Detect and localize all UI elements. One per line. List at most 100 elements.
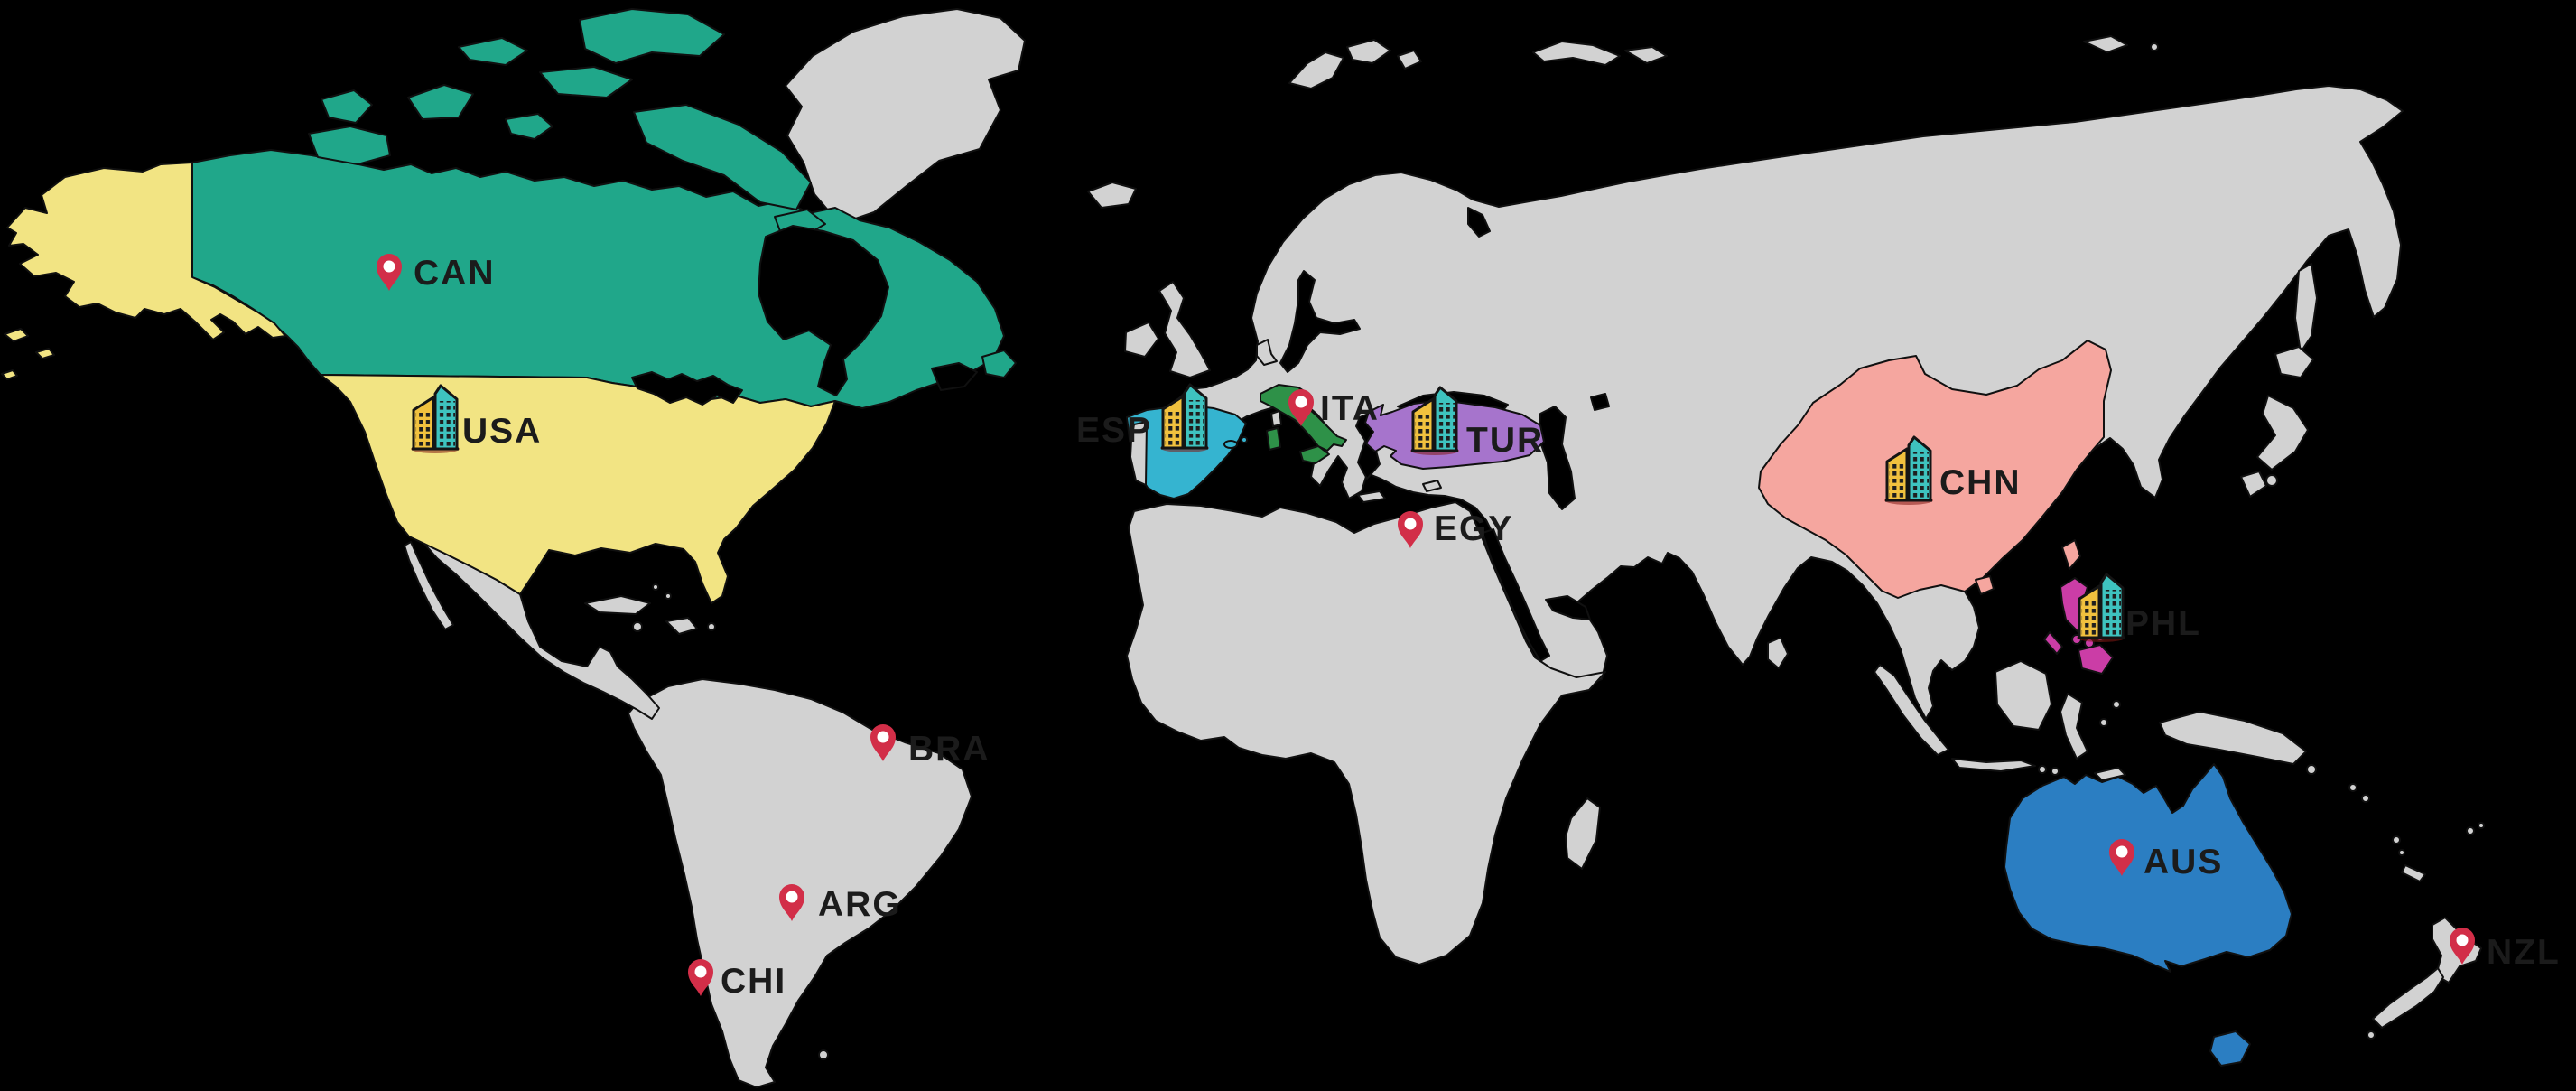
country-code-label: ITA — [1320, 389, 1380, 428]
island-new-zealand-south — [2372, 967, 2444, 1029]
island-crete — [1357, 490, 1386, 503]
island-novaya-zemlya — [1624, 46, 1668, 64]
island-borneo — [1995, 660, 2052, 731]
island-corsica — [1270, 410, 1282, 427]
island-solomons — [2348, 783, 2357, 792]
island-java — [1951, 758, 2036, 772]
persian-gulf — [1545, 595, 1591, 620]
landmasses-gray — [404, 8, 2485, 1088]
island-balearic[interactable] — [1223, 440, 1238, 449]
island-svalbard — [1346, 39, 1391, 64]
marker-esp[interactable]: ESP — [1076, 383, 1211, 454]
country-china[interactable] — [1758, 340, 2112, 599]
island-great-britain — [1158, 281, 1211, 378]
marker-ita[interactable]: ITA — [1288, 389, 1380, 428]
country-code-label: CHI — [721, 962, 786, 1001]
island-sumatra — [1874, 664, 1949, 756]
island-fiji — [2466, 826, 2475, 835]
island-moluccas — [2112, 700, 2121, 709]
island-sri-lanka — [1767, 637, 1789, 669]
island-bali — [2038, 765, 2047, 774]
island-shikoku — [2265, 474, 2278, 487]
island-sicily[interactable] — [1299, 445, 1330, 464]
country-australia[interactable] — [2004, 763, 2292, 973]
water-bodies — [631, 207, 1610, 662]
island-new-caledonia — [2401, 864, 2426, 882]
island-vanuatu — [2392, 835, 2401, 844]
marker-aus[interactable]: AUS — [2109, 839, 2223, 881]
island-taiwan[interactable] — [2061, 539, 2081, 570]
marker-egy[interactable]: EGY — [1398, 509, 1513, 548]
landmass-baja-california — [404, 541, 454, 630]
country-code-label: EGY — [1434, 509, 1513, 548]
country-code-label: TUR — [1466, 421, 1544, 460]
marker-can[interactable]: CAN — [377, 254, 496, 293]
landmass-africa — [1126, 501, 1606, 965]
island-timor — [2094, 767, 2126, 781]
island-bahamas — [665, 592, 672, 600]
island-sardinia[interactable] — [1266, 427, 1281, 451]
island-vanuatu — [2398, 849, 2405, 856]
island-bahamas — [652, 583, 659, 591]
caspian-sea — [1538, 406, 1576, 510]
marker-chn[interactable]: CHN — [1883, 435, 2022, 507]
country-canada-victoria-island[interactable] — [308, 126, 391, 165]
landmass-south-america — [628, 678, 972, 1088]
marker-arg[interactable]: ARG — [779, 884, 902, 924]
island-cyprus — [1422, 480, 1442, 492]
marker-tur[interactable]: TUR — [1409, 386, 1544, 460]
island-balearic[interactable] — [1241, 436, 1248, 443]
country-philippines-mindanao[interactable] — [2078, 644, 2114, 675]
marker-chi[interactable]: CHI — [688, 959, 786, 1001]
marker-nzl[interactable]: NZL — [2450, 928, 2561, 972]
island-puerto-rico — [707, 622, 716, 631]
country-canada-newfoundland[interactable] — [981, 350, 1017, 378]
country-canada-arctic-island[interactable] — [458, 37, 528, 66]
marker-usa[interactable]: USA — [409, 384, 542, 455]
gulf-of-st-lawrence — [931, 362, 978, 391]
markers-layer: CAN USA ESP ITA TUR EGY CHN PHL BRA ARG CHI AUS NZL — [377, 254, 2561, 1001]
island-novaya-zemlya — [1532, 41, 1621, 66]
country-usa-alaska[interactable] — [6, 162, 286, 340]
red-sea — [1482, 528, 1550, 662]
marker-bra[interactable]: BRA — [870, 724, 990, 769]
island-fiji — [2478, 822, 2485, 829]
island-honshu — [2256, 395, 2309, 471]
island-svalbard — [1288, 51, 1344, 89]
island-moluccas — [2099, 718, 2108, 727]
country-canada-arctic-island[interactable] — [505, 113, 553, 140]
country-canada-devon-island[interactable] — [539, 66, 633, 98]
country-usa-aleutians[interactable] — [35, 348, 55, 359]
hudson-bay — [758, 225, 889, 396]
island-iceland — [1087, 182, 1137, 209]
island-tasmania[interactable] — [2209, 1030, 2251, 1067]
country-canada-banks-island[interactable] — [321, 89, 373, 124]
marker-phl[interactable]: PHL — [2075, 573, 2201, 644]
island-falkland — [818, 1049, 829, 1060]
island-solomons — [2361, 794, 2370, 803]
island-hispaniola — [665, 617, 698, 635]
landmass-mexico-central-america — [423, 543, 660, 720]
country-code-label: ARG — [818, 885, 902, 924]
country-code-label: CHN — [1939, 463, 2022, 502]
country-canada-ellesmere-island[interactable] — [579, 8, 725, 64]
island-madagascar — [1565, 797, 1601, 870]
island-svalbard — [1397, 50, 1422, 70]
baltic-sea — [1279, 270, 1361, 373]
country-canada-arctic-island[interactable] — [407, 84, 474, 120]
country-usa-aleutians[interactable] — [4, 328, 29, 342]
island-new-guinea — [2159, 711, 2307, 765]
country-code-label: PHL — [2125, 604, 2201, 643]
island-stewart — [2367, 1030, 2376, 1040]
island-hainan[interactable] — [1975, 575, 1995, 595]
country-usa-aleutians[interactable] — [1, 369, 18, 380]
country-canada-baffin-island[interactable] — [633, 104, 812, 210]
island-arctic-russia — [2150, 42, 2159, 51]
country-code-label: BRA — [908, 730, 990, 769]
country-philippines-palawan[interactable] — [2043, 631, 2063, 655]
island-sulawesi — [2060, 693, 2088, 760]
island-arctic-russia — [2083, 35, 2128, 53]
country-code-label: NZL — [2487, 933, 2561, 972]
island-sakhalin — [2294, 263, 2318, 353]
